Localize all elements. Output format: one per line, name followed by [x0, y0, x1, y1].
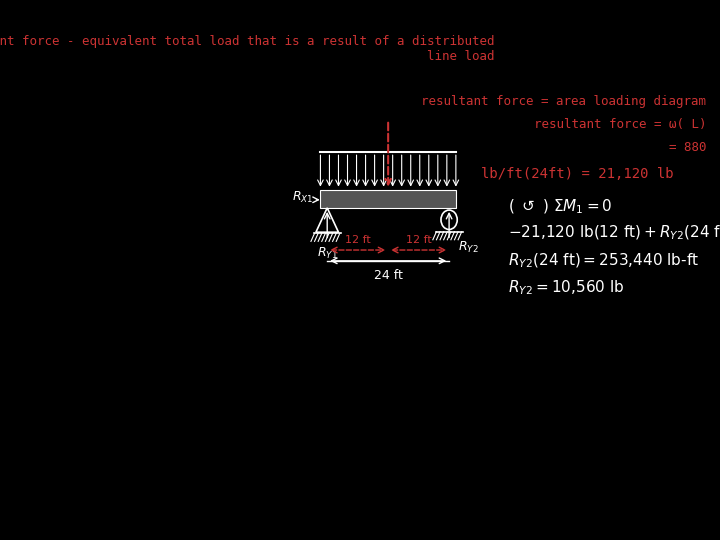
Text: $R_{Y1}$: $R_{Y1}$ [317, 246, 338, 261]
Text: = 880: = 880 [669, 141, 706, 154]
Text: $R_{Y2}(24\ \mathrm{ft}) = 253{,}440\ \mathrm{lb\text{-}ft}$: $R_{Y2}(24\ \mathrm{ft}) = 253{,}440\ \m… [508, 251, 699, 269]
Text: 24 ft: 24 ft [374, 269, 402, 282]
Text: $R_{Y2}$: $R_{Y2}$ [458, 240, 479, 255]
Text: resultant force = ω( L): resultant force = ω( L) [534, 118, 706, 131]
FancyBboxPatch shape [320, 190, 456, 208]
Text: lb/ft(24ft) = 21,120 lb: lb/ft(24ft) = 21,120 lb [481, 167, 673, 181]
Text: ( $\circlearrowleft$ ) $\Sigma M_1 = 0$: ( $\circlearrowleft$ ) $\Sigma M_1 = 0$ [508, 197, 612, 215]
Text: 12 ft: 12 ft [345, 234, 371, 245]
Text: $R_{Y2} = 10{,}560\ \mathrm{lb}$: $R_{Y2} = 10{,}560\ \mathrm{lb}$ [508, 278, 624, 297]
Text: 12 ft: 12 ft [406, 234, 431, 245]
Text: resultant force = area loading diagram: resultant force = area loading diagram [421, 94, 706, 107]
Text: $-21{,}120\ \mathrm{lb}(12\ \mathrm{ft}) + R_{Y2}(24\ \mathrm{ft}) = 0$: $-21{,}120\ \mathrm{lb}(12\ \mathrm{ft})… [508, 224, 720, 242]
Text: $R_{X1}$: $R_{X1}$ [292, 190, 314, 205]
Text: resultant force - equivalent total load that is a result of a distributed
line l: resultant force - equivalent total load … [0, 35, 494, 63]
